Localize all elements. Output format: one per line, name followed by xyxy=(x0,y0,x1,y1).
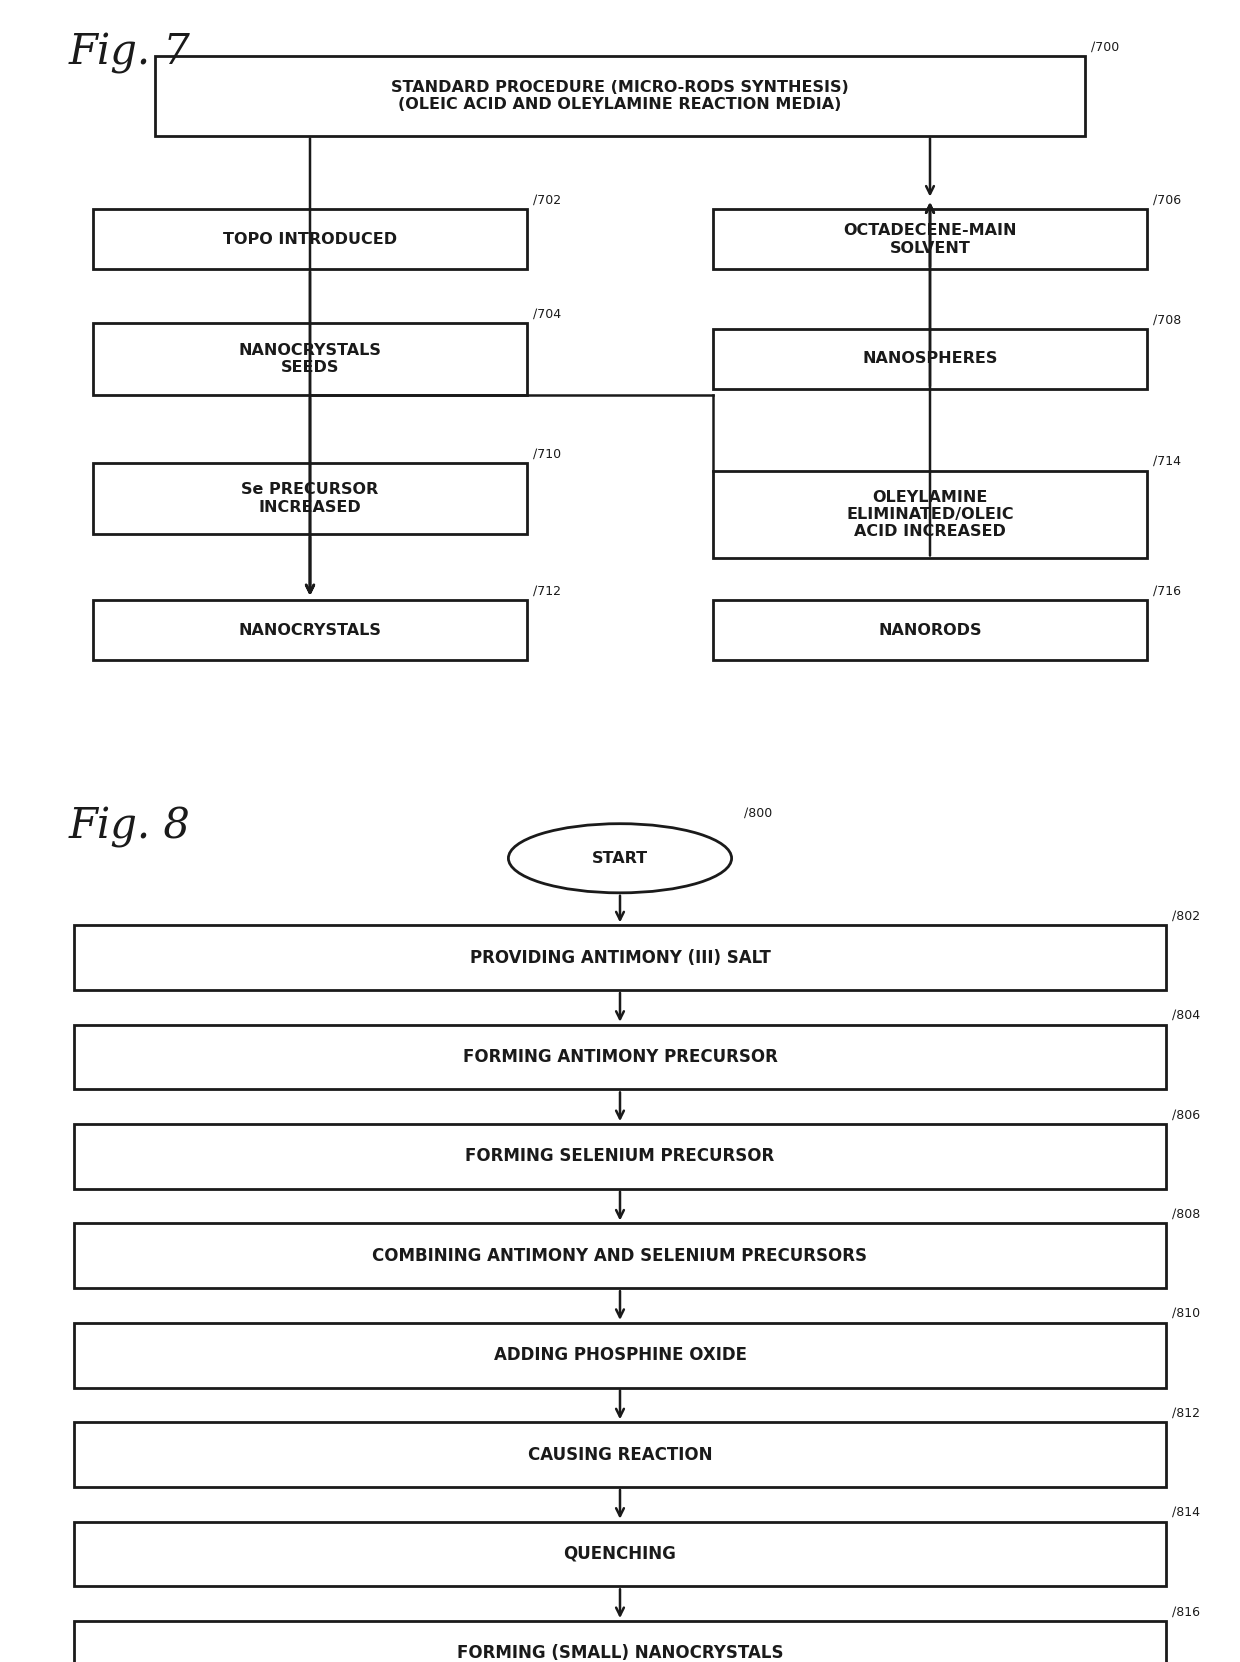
FancyBboxPatch shape xyxy=(74,1223,1166,1288)
Text: FORMING (SMALL) NANOCRYSTALS: FORMING (SMALL) NANOCRYSTALS xyxy=(456,1644,784,1662)
Text: ∕708: ∕708 xyxy=(1153,314,1182,327)
Text: ADDING PHOSPHINE OXIDE: ADDING PHOSPHINE OXIDE xyxy=(494,1346,746,1365)
Text: Fig. 7: Fig. 7 xyxy=(68,32,190,73)
Text: ∕804: ∕804 xyxy=(1172,1009,1200,1022)
FancyBboxPatch shape xyxy=(155,57,1085,136)
Text: Fig. 8: Fig. 8 xyxy=(68,806,190,848)
Text: ∕812: ∕812 xyxy=(1172,1406,1200,1419)
FancyBboxPatch shape xyxy=(74,1323,1166,1388)
Text: ∕714: ∕714 xyxy=(1153,455,1182,469)
Text: ∕810: ∕810 xyxy=(1172,1308,1200,1320)
Text: COMBINING ANTIMONY AND SELENIUM PRECURSORS: COMBINING ANTIMONY AND SELENIUM PRECURSO… xyxy=(372,1246,868,1265)
Text: ∕710: ∕710 xyxy=(533,447,562,460)
Text: NANOSPHERES: NANOSPHERES xyxy=(862,351,998,367)
FancyBboxPatch shape xyxy=(74,1423,1166,1487)
Text: NANORODS: NANORODS xyxy=(878,623,982,638)
Text: ∕702: ∕702 xyxy=(533,194,562,208)
Text: ∕816: ∕816 xyxy=(1172,1605,1200,1619)
Text: ∕700: ∕700 xyxy=(1091,40,1120,53)
Text: ∕706: ∕706 xyxy=(1153,194,1182,208)
FancyBboxPatch shape xyxy=(74,1522,1166,1586)
FancyBboxPatch shape xyxy=(93,600,527,660)
Text: ∕716: ∕716 xyxy=(1153,585,1182,598)
Text: START: START xyxy=(591,851,649,866)
FancyBboxPatch shape xyxy=(713,600,1147,660)
FancyBboxPatch shape xyxy=(93,322,527,396)
Text: STANDARD PROCEDURE (MICRO-RODS SYNTHESIS)
(OLEIC ACID AND OLEYLAMINE REACTION ME: STANDARD PROCEDURE (MICRO-RODS SYNTHESIS… xyxy=(391,80,849,111)
Text: PROVIDING ANTIMONY (III) SALT: PROVIDING ANTIMONY (III) SALT xyxy=(470,949,770,967)
FancyBboxPatch shape xyxy=(713,329,1147,389)
Text: ∕808: ∕808 xyxy=(1172,1208,1200,1222)
Text: NANOCRYSTALS: NANOCRYSTALS xyxy=(238,623,382,638)
Text: OLEYLAMINE
ELIMINATED/OLEIC
ACID INCREASED: OLEYLAMINE ELIMINATED/OLEIC ACID INCREAS… xyxy=(846,490,1014,540)
Text: FORMING ANTIMONY PRECURSOR: FORMING ANTIMONY PRECURSOR xyxy=(463,1049,777,1065)
Text: ∕712: ∕712 xyxy=(533,585,562,598)
Text: ∕802: ∕802 xyxy=(1172,909,1200,922)
Text: Se PRECURSOR
INCREASED: Se PRECURSOR INCREASED xyxy=(242,482,378,515)
Text: OCTADECENE-MAIN
SOLVENT: OCTADECENE-MAIN SOLVENT xyxy=(843,223,1017,256)
Text: ∕800: ∕800 xyxy=(744,806,773,819)
Text: ∕814: ∕814 xyxy=(1172,1506,1200,1519)
Text: ∕806: ∕806 xyxy=(1172,1109,1200,1122)
FancyBboxPatch shape xyxy=(74,1124,1166,1188)
Text: QUENCHING: QUENCHING xyxy=(563,1546,677,1562)
FancyBboxPatch shape xyxy=(93,209,527,269)
FancyBboxPatch shape xyxy=(74,1620,1166,1662)
FancyBboxPatch shape xyxy=(74,1024,1166,1090)
Ellipse shape xyxy=(508,824,732,892)
Text: ∕704: ∕704 xyxy=(533,307,562,321)
FancyBboxPatch shape xyxy=(713,209,1147,269)
FancyBboxPatch shape xyxy=(713,470,1147,558)
Text: CAUSING REACTION: CAUSING REACTION xyxy=(528,1446,712,1464)
FancyBboxPatch shape xyxy=(93,462,527,535)
Text: NANOCRYSTALS
SEEDS: NANOCRYSTALS SEEDS xyxy=(238,342,382,376)
FancyBboxPatch shape xyxy=(74,926,1166,991)
Text: TOPO INTRODUCED: TOPO INTRODUCED xyxy=(223,231,397,248)
Text: FORMING SELENIUM PRECURSOR: FORMING SELENIUM PRECURSOR xyxy=(465,1147,775,1165)
